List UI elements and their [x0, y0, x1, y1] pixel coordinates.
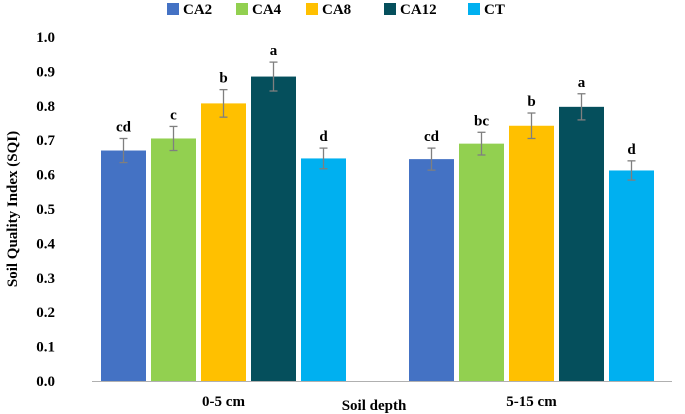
significance-letter: cd	[424, 129, 440, 145]
legend-label-ca4: CA4	[252, 2, 282, 18]
y-tick-label: 0.6	[36, 168, 55, 184]
legend-label-ca12: CA12	[400, 2, 437, 18]
y-tick-label: 1.0	[36, 30, 55, 46]
y-tick-label: 0.4	[36, 236, 55, 252]
bar-group: cd bc b a d	[409, 75, 654, 381]
bar-ca2	[409, 159, 454, 381]
bar-ca4	[459, 143, 504, 381]
significance-letter: a	[578, 75, 586, 91]
bar-ca2	[101, 150, 146, 381]
legend-label-ct: CT	[484, 2, 505, 18]
y-tick-label: 0.5	[36, 202, 55, 218]
x-axis-title: Soil depth	[342, 398, 407, 414]
y-tick-label: 0.8	[36, 99, 55, 115]
significance-letter: bc	[474, 113, 489, 129]
y-tick-label: 0.9	[36, 64, 55, 80]
significance-letter: c	[170, 107, 177, 123]
bar-ca12	[251, 76, 296, 381]
legend-swatch-ca4	[236, 3, 248, 15]
y-axis: 0.0 0.1 0.2 0.3 0.4 0.5 0.6 0.7 0.8 0.9 1.0	[36, 30, 55, 390]
bar-ca4	[151, 138, 196, 381]
bar-group: cd c b a d	[101, 43, 346, 381]
significance-letter: b	[527, 94, 535, 110]
bars: cd c b a d cd bc b a d	[101, 43, 654, 381]
legend-label-ca8: CA8	[322, 2, 351, 18]
bar-ct	[301, 158, 346, 381]
legend-swatch-ct	[468, 3, 480, 15]
y-axis-title: Soil Quality Index (SQI)	[5, 131, 21, 287]
legend-swatch-ca2	[167, 3, 179, 15]
y-tick-label: 0.0	[36, 374, 55, 390]
y-tick-label: 0.2	[36, 305, 55, 321]
x-category-label: 0-5 cm	[202, 394, 245, 410]
bar-ct	[609, 170, 654, 381]
significance-letter: a	[270, 43, 278, 59]
legend-label-ca2: CA2	[183, 2, 212, 18]
y-tick-label: 0.1	[36, 340, 55, 356]
legend-swatch-ca8	[306, 3, 318, 15]
legend-swatch-ca12	[384, 3, 396, 15]
significance-letter: d	[627, 142, 636, 158]
significance-letter: d	[319, 129, 328, 145]
y-tick-label: 0.7	[36, 133, 55, 149]
legend: CA2 CA4 CA8 CA12 CT	[167, 2, 505, 18]
y-tick-label: 0.3	[36, 271, 55, 287]
x-axis: 0-5 cm 5-15 cm	[92, 381, 672, 410]
bar-ca8	[509, 125, 554, 381]
significance-letter: b	[219, 71, 227, 87]
bar-ca8	[201, 103, 246, 381]
x-category-label: 5-15 cm	[506, 394, 557, 410]
significance-letter: cd	[116, 119, 132, 135]
bar-ca12	[559, 106, 604, 381]
